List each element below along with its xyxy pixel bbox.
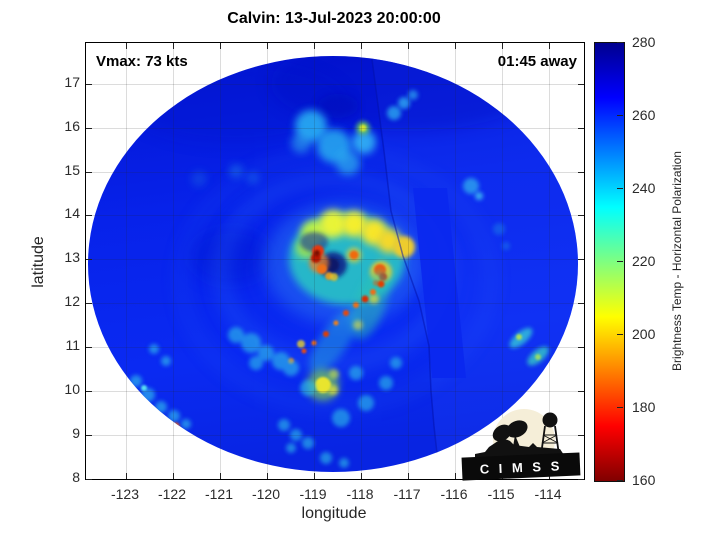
- x-tick-label: -115: [487, 486, 515, 502]
- colorbar-tick-mark: [617, 261, 623, 262]
- x-tick-label: -114: [534, 486, 562, 502]
- x-tick-label: -120: [251, 486, 281, 502]
- colorbar-tick-label: 160: [632, 472, 656, 488]
- x-tick-label: -116: [440, 486, 468, 502]
- colorbar-tick-label: 200: [632, 326, 656, 342]
- colorbar-tick-mark: [617, 480, 623, 481]
- y-tick-label: 11: [65, 337, 80, 354]
- chart-title: Calvin: 13-Jul-2023 20:00:00: [227, 10, 441, 27]
- x-tick-label: -117: [393, 486, 421, 502]
- y-tick-label: 13: [64, 249, 80, 266]
- x-tick-label: -122: [157, 486, 187, 502]
- x-tick-label: -123: [110, 486, 140, 502]
- colorbar-tick-mark: [617, 188, 623, 189]
- x-tick-label: -118: [346, 486, 374, 502]
- y-tick-label: 16: [64, 117, 80, 134]
- colorbar-tick-label: 220: [632, 253, 656, 269]
- colorbar-tick-label: 280: [632, 34, 656, 50]
- x-tick-label: -121: [204, 486, 234, 502]
- vmax-annotation: Vmax: 73 kts: [96, 53, 188, 70]
- colorbar-tick-mark: [617, 115, 623, 116]
- y-axis-label: latitude: [30, 236, 47, 288]
- colorbar-tick-mark: [617, 42, 623, 43]
- colorbar-tick-label: 260: [632, 107, 656, 123]
- y-tick-label: 17: [64, 73, 80, 90]
- colorbar-tick-mark: [617, 407, 623, 408]
- colorbar-tick-label: 240: [632, 180, 656, 196]
- y-tick-label: 10: [64, 381, 80, 398]
- cimss-logo: C I M S S: [461, 409, 581, 481]
- y-tick-label: 15: [64, 161, 80, 178]
- x-axis-label: longitude: [301, 505, 367, 522]
- x-tick-label: -119: [299, 486, 327, 502]
- logo-banner: C I M S S: [461, 452, 581, 481]
- y-tick-label: 8: [72, 468, 80, 485]
- logo-text: C I M S S: [479, 458, 562, 477]
- colorbar-gradient: [594, 42, 625, 482]
- water-tower-tank: [542, 412, 558, 428]
- satellite-swath-image: [88, 56, 578, 472]
- colorbar-tick-label: 180: [632, 399, 656, 415]
- colorbar-label: Brightness Temp - Horizontal Polarizatio…: [670, 151, 684, 371]
- y-tick-label: 14: [64, 205, 80, 222]
- eta-annotation: 01:45 away: [497, 53, 577, 70]
- satellite-dishes-icon: [492, 420, 528, 449]
- colorbar-tick-mark: [617, 334, 623, 335]
- y-tick-mark: [86, 478, 92, 480]
- y-tick-label: 9: [72, 425, 80, 442]
- y-tick-label: 12: [64, 293, 80, 310]
- plot-area: Vmax: 73 kts 01:45 away C I M S S: [85, 42, 585, 481]
